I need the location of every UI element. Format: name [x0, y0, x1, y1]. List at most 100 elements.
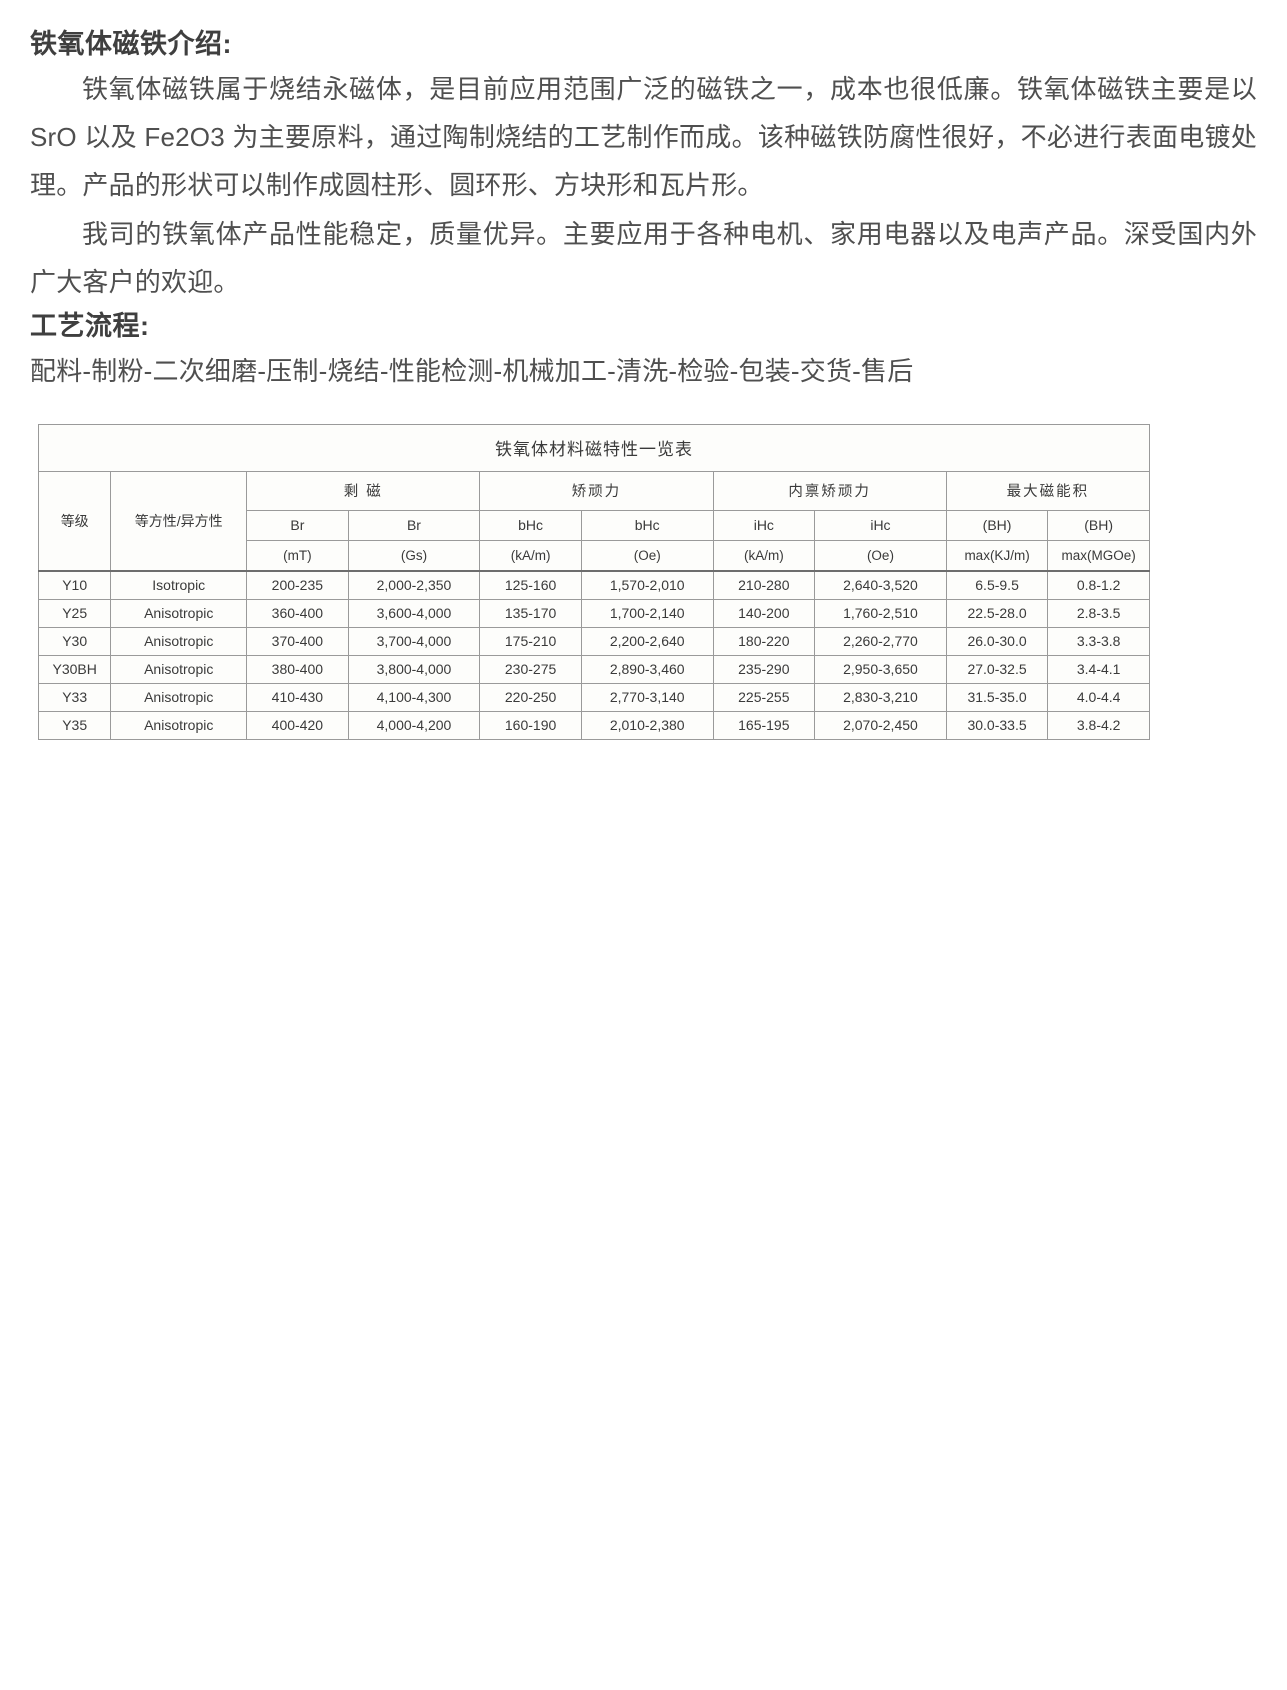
- intro-paragraph-2: 我司的铁氧体产品性能稳定，质量优异。主要应用于各种电机、家用电器以及电声产品。深…: [30, 218, 1257, 297]
- column-unit-header: (kA/m): [712, 539, 816, 572]
- column-symbol-header: Br: [246, 509, 349, 541]
- table-cell: Anisotropic: [110, 682, 248, 712]
- table-cell: 4,100-4,300: [347, 682, 481, 712]
- table-row: Y25 Anisotropic 360-400 3,600-4,000 135-170 1…: [37, 598, 1150, 628]
- table-cell: 200-235: [246, 570, 349, 600]
- table-cell: 31.5-35.0: [945, 682, 1049, 712]
- column-symbol-header: Br: [347, 509, 481, 541]
- table-cell: 3,700-4,000: [347, 626, 481, 656]
- table-cell: 380-400: [246, 654, 349, 684]
- table-row: Y10 Isotropic 200-235 2,000-2,350 125-160 1,5…: [37, 570, 1150, 600]
- column-symbol-header: (BH): [1047, 509, 1150, 541]
- table-cell: 2,000-2,350: [347, 570, 481, 600]
- intro-heading: 铁氧体磁铁介绍:: [30, 29, 232, 59]
- process-flow-text: 配料-制粉-二次细磨-压制-烧结-性能检测-机械加工-清洗-检验-包装-交货-售…: [30, 355, 914, 386]
- table-cell: 230-275: [479, 654, 582, 684]
- table-cell: 1,760-2,510: [814, 598, 947, 628]
- table-cell: 175-210: [479, 626, 582, 656]
- table-cell: 400-420: [246, 710, 349, 740]
- table-row: Y30BH Anisotropic 380-400 3,800-4,000 230-27…: [37, 654, 1150, 684]
- column-group-header: 剩 磁: [246, 470, 481, 511]
- column-group-header: 最大磁能积: [945, 470, 1151, 511]
- table-cell: Y10: [37, 570, 112, 600]
- process-heading: 工艺流程:: [30, 311, 150, 342]
- table-cell: 2,260-2,770: [814, 626, 947, 656]
- table-cell: 1,570-2,010: [580, 570, 714, 600]
- column-unit-header: max(MGOe): [1047, 539, 1150, 572]
- table-cell: 235-290: [712, 654, 816, 684]
- table-cell: 125-160: [479, 570, 582, 600]
- spec-table-container: 铁氧体材料磁特性一览表 等级 等方性/异方性剩 磁矫顽力 内禀矫顽力 最大磁能积 Br Br…: [37, 423, 1151, 740]
- table-cell: 2,070-2,450: [814, 710, 947, 740]
- column-symbol-header: (BH): [945, 509, 1049, 541]
- table-cell: Y35: [37, 710, 112, 740]
- table-cell: 3,600-4,000: [347, 598, 481, 628]
- table-cell: Y30BH: [37, 654, 112, 684]
- table-group-header-row: 等级 等方性/异方性剩 磁矫顽力 内禀矫顽力 最大磁能积: [37, 470, 1151, 572]
- column-unit-header: (mT): [246, 539, 349, 572]
- table-cell: 160-190: [479, 710, 582, 740]
- table-row: Y35 Anisotropic 400-420 4,000-4,200 160-190 2…: [37, 710, 1150, 740]
- table-cell: Anisotropic: [110, 654, 248, 684]
- table-cell: 410-430: [246, 682, 349, 712]
- column-unit-header: max(KJ/m): [945, 539, 1049, 572]
- table-cell: 140-200: [712, 598, 816, 628]
- table-title: 铁氧体材料磁特性一览表: [38, 423, 1150, 472]
- table-cell: 2,890-3,460: [580, 654, 714, 684]
- column-symbol-header: iHc: [814, 509, 947, 541]
- table-cell: 27.0-32.5: [945, 654, 1049, 684]
- table-cell: 225-255: [712, 682, 816, 712]
- column-symbol-header: bHc: [580, 509, 714, 541]
- table-cell: 1,700-2,140: [580, 598, 714, 628]
- table-cell: Isotropic: [110, 570, 248, 600]
- table-cell: 2,830-3,210: [814, 682, 947, 712]
- table-cell: 165-195: [712, 710, 816, 740]
- column-unit-header: (Oe): [580, 539, 714, 572]
- table-cell: 210-280: [712, 570, 816, 600]
- table-cell: Y30: [37, 626, 112, 656]
- table-cell: 220-250: [479, 682, 582, 712]
- document-page: 铁氧体磁铁介绍: 铁氧体磁铁属于烧结永磁体，是目前应用范围广泛的磁铁之一，成本也…: [0, 0, 1287, 740]
- table-cell: 22.5-28.0: [945, 598, 1049, 628]
- table-cell: 2,640-3,520: [814, 570, 947, 600]
- table-cell: 6.5-9.5: [945, 570, 1049, 600]
- table-cell: 370-400: [246, 626, 349, 656]
- table-cell: 2,200-2,640: [580, 626, 714, 656]
- column-symbol-header: bHc: [479, 509, 582, 541]
- table-unit-row: (mT) (Gs) (kA/m) (Oe) (kA/m) (Oe) max(KJ/m) max…: [39, 539, 1150, 572]
- table-cell: 3.4-4.1: [1047, 654, 1150, 684]
- table-cell: 4,000-4,200: [347, 710, 481, 740]
- column-group-header: 等方性/异方性: [110, 470, 248, 572]
- column-unit-header: (Oe): [814, 539, 947, 572]
- column-group-header: 矫顽力: [479, 470, 714, 511]
- table-cell: 0.8-1.2: [1047, 570, 1150, 600]
- table-row: Y30 Anisotropic 370-400 3,700-4,000 175-210 2…: [37, 626, 1150, 656]
- table-cell: Anisotropic: [110, 710, 248, 740]
- table-cell: 2,010-2,380: [580, 710, 714, 740]
- table-cell: 2,770-3,140: [580, 682, 714, 712]
- table-cell: 360-400: [246, 598, 349, 628]
- table-cell: 30.0-33.5: [945, 710, 1049, 740]
- column-symbol-header: iHc: [712, 509, 816, 541]
- table-title-row: 铁氧体材料磁特性一览表: [38, 423, 1150, 472]
- intro-paragraph-1: 铁氧体磁铁属于烧结永磁体，是目前应用范围广泛的磁铁之一，成本也很低廉。铁氧体磁铁…: [30, 73, 1257, 201]
- table-cell: 180-220: [712, 626, 816, 656]
- table-cell: 3,800-4,000: [347, 654, 481, 684]
- column-group-header: 等级: [37, 470, 112, 572]
- table-cell: Y25: [37, 598, 112, 628]
- table-cell: 135-170: [479, 598, 582, 628]
- column-group-header: 内禀矫顽力: [712, 470, 947, 511]
- table-cell: Anisotropic: [110, 626, 248, 656]
- table-cell: 3.3-3.8: [1047, 626, 1150, 656]
- table-cell: Y33: [37, 682, 112, 712]
- column-unit-header: (kA/m): [479, 539, 582, 572]
- table-cell: 4.0-4.4: [1047, 682, 1150, 712]
- table-cell: 2.8-3.5: [1047, 598, 1150, 628]
- ferrite-spec-table: 铁氧体材料磁特性一览表 等级 等方性/异方性剩 磁矫顽力 内禀矫顽力 最大磁能积 Br Br…: [37, 423, 1151, 740]
- table-cell: 3.8-4.2: [1047, 710, 1150, 740]
- table-row: Y33 Anisotropic 410-430 4,100-4,300 220-250 2…: [37, 682, 1150, 712]
- column-unit-header: (Gs): [347, 539, 481, 572]
- table-cell: 2,950-3,650: [814, 654, 947, 684]
- table-cell: Anisotropic: [110, 598, 248, 628]
- table-symbol-row: Br Br bHc bHc iHc iHc (BH) (BH): [39, 509, 1150, 541]
